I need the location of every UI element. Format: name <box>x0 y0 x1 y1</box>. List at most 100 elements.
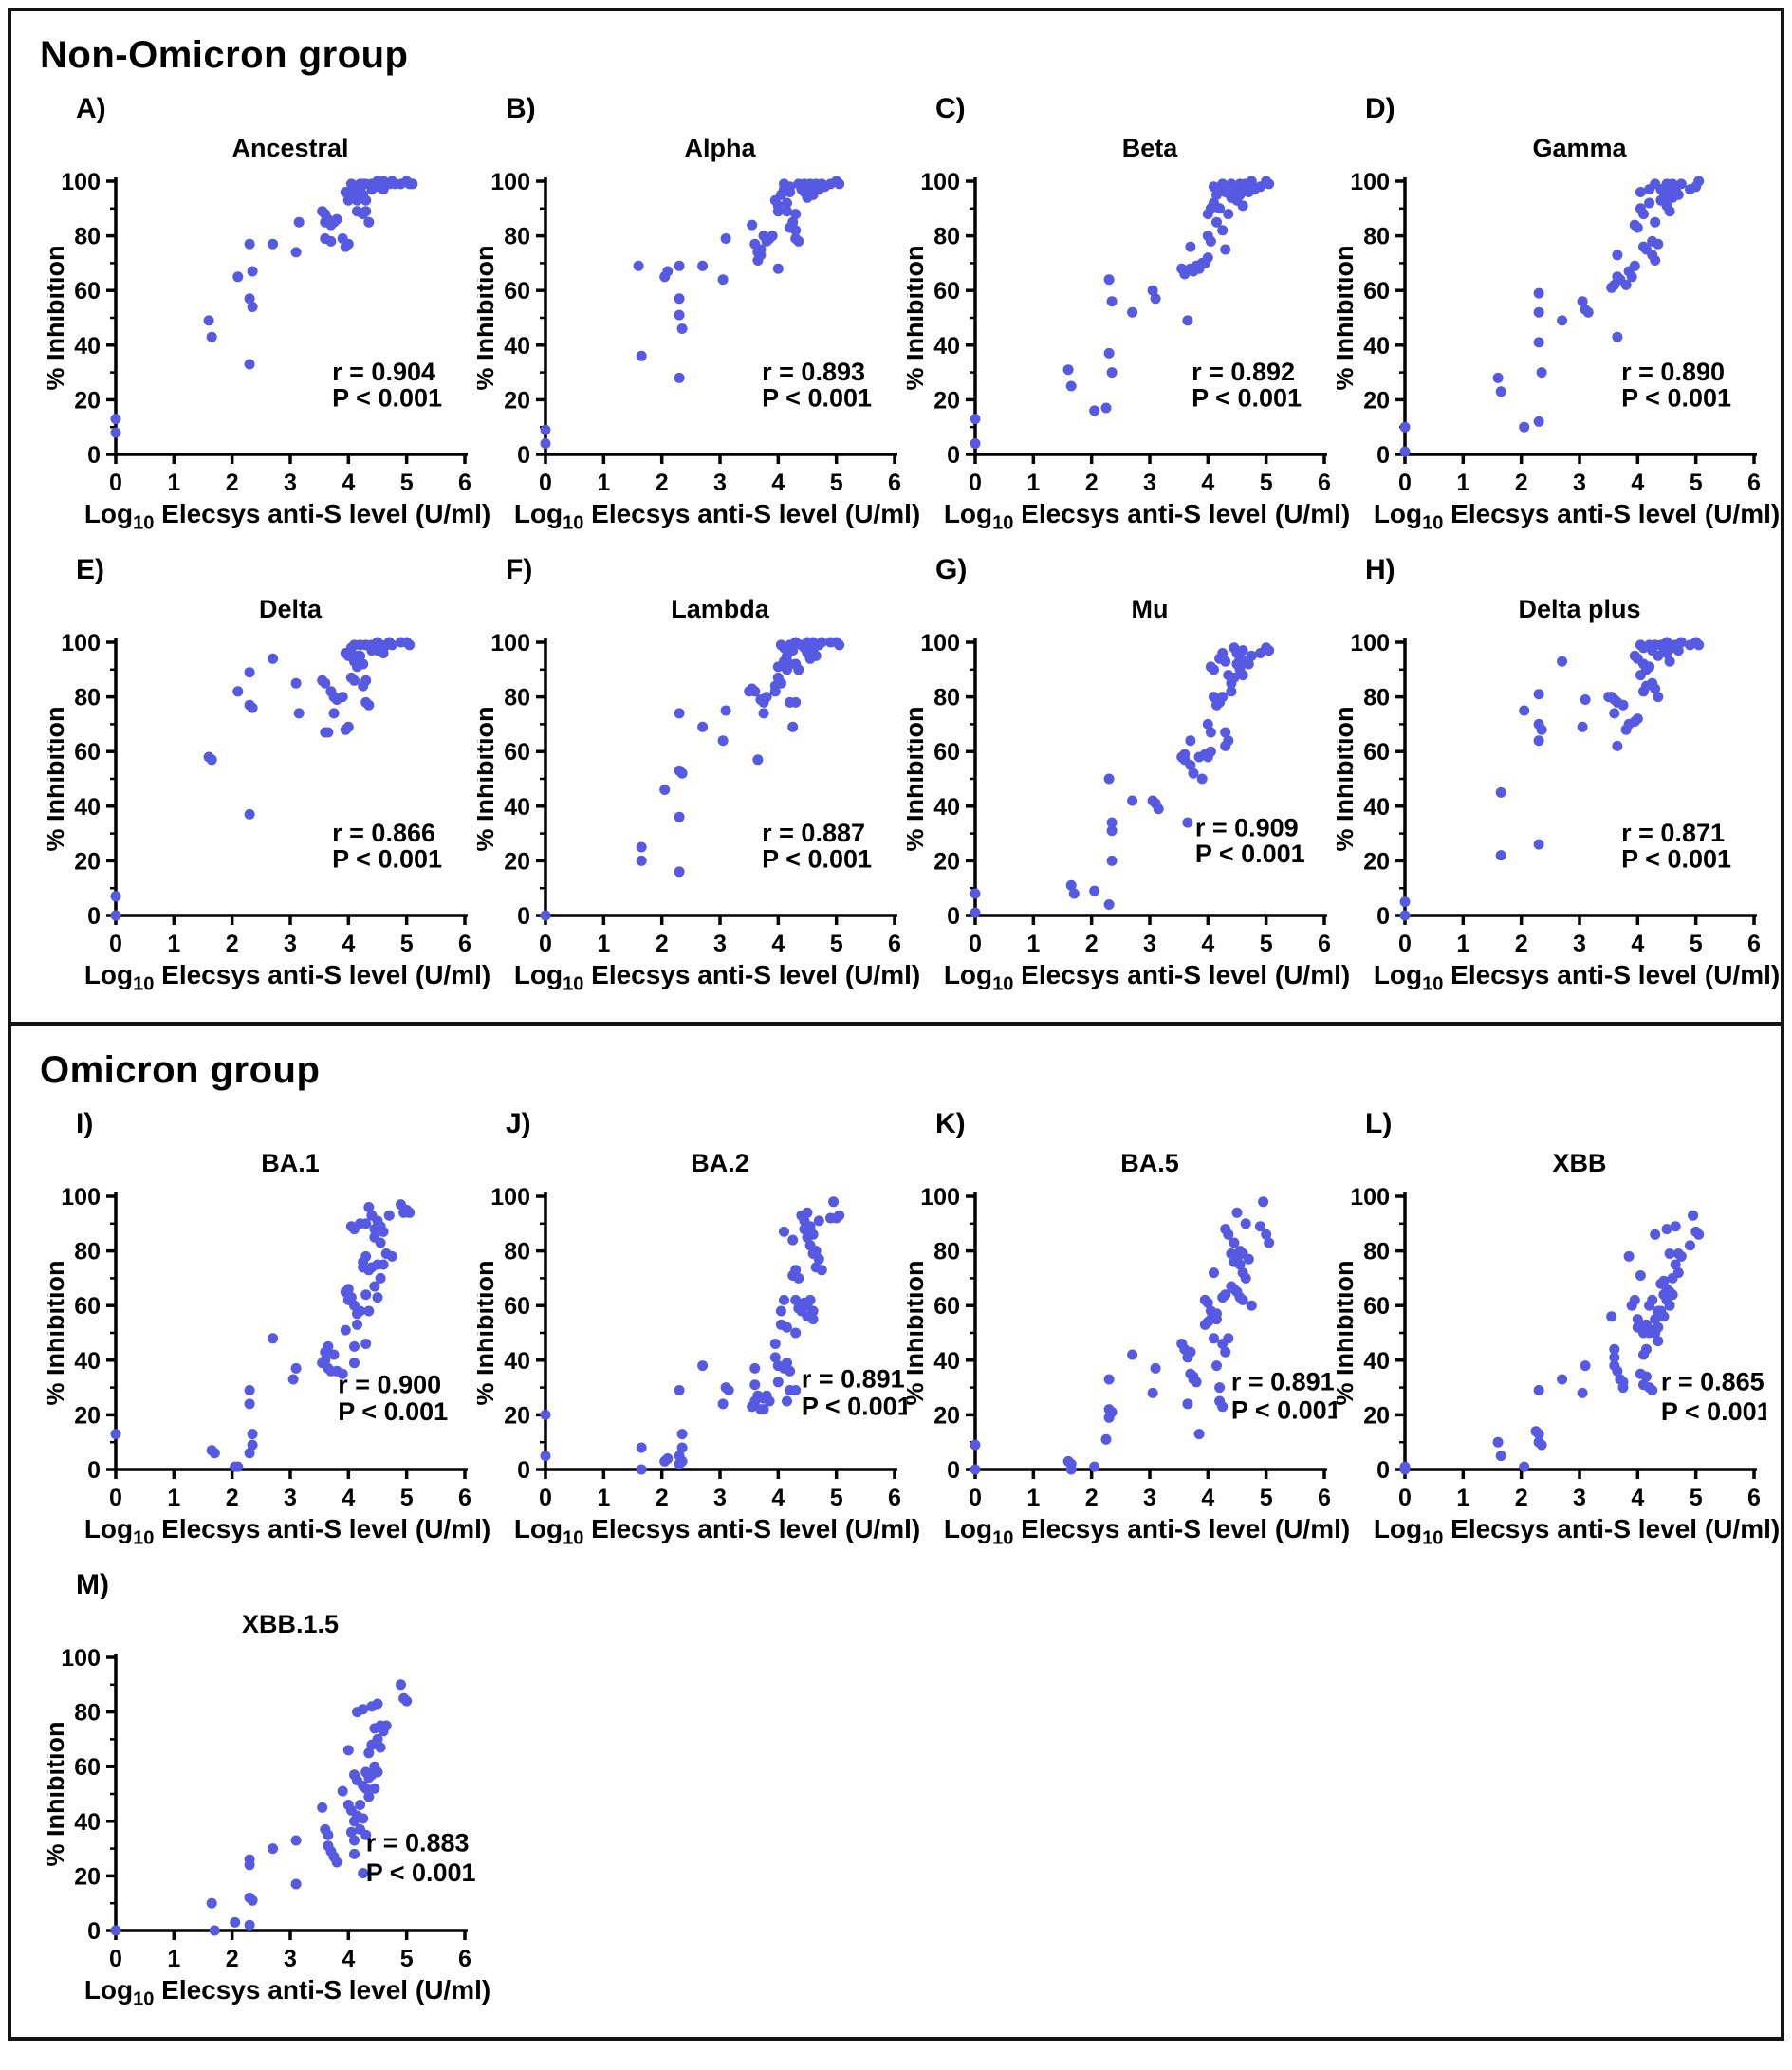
x-tick-label: 5 <box>1260 1485 1273 1511</box>
y-tick-label: 60 <box>504 1293 530 1320</box>
x-axis-label-prefix: Log <box>83 1514 134 1543</box>
x-axis-label-subscript: 10 <box>133 973 155 995</box>
y-tick-label: 100 <box>490 1185 530 1211</box>
x-tick-label: 4 <box>1631 470 1644 496</box>
axes <box>106 638 468 925</box>
x-axis-label-prefix: Log <box>83 1975 134 2005</box>
y-tick-label: 20 <box>74 848 101 875</box>
x-tick-label: 4 <box>1201 1485 1214 1511</box>
p-value-text: P < 0.001 <box>1661 1397 1766 1426</box>
data-points <box>110 637 416 921</box>
panel-title-C: Beta <box>1121 134 1178 162</box>
x-tick-label: 1 <box>1456 470 1469 496</box>
y-tick-label: 20 <box>933 848 960 875</box>
x-tick-label: 6 <box>1318 931 1331 957</box>
x-tick-label: 4 <box>342 1946 355 1972</box>
x-tick-label: 1 <box>167 931 180 957</box>
x-tick-label: 1 <box>597 1485 610 1511</box>
x-axis-label-I: Log10 Elecsys anti-S level (U/ml) <box>83 1513 491 1551</box>
p-value-text: P < 0.001 <box>762 384 872 413</box>
p-value-text: P < 0.001 <box>1195 840 1305 868</box>
y-tick-label: 20 <box>1363 1402 1390 1429</box>
y-tick-label: 40 <box>1363 794 1390 821</box>
y-tick-label: 80 <box>504 685 530 712</box>
y-tick-label: 40 <box>933 333 960 360</box>
y-tick-label: 20 <box>504 1402 530 1429</box>
x-tick-label: 2 <box>1085 1485 1099 1511</box>
y-tick-label: 100 <box>1350 1185 1390 1211</box>
y-axis-label: % Inhibition <box>47 707 69 852</box>
axes <box>536 177 897 464</box>
x-axis-label-E: Log10 Elecsys anti-S level (U/ml) <box>83 959 491 997</box>
r-value-text: r = 0.891 <box>802 1365 905 1394</box>
x-tick-label: 1 <box>1456 1485 1469 1511</box>
x-tick-label: 0 <box>109 1485 122 1511</box>
x-axis-label-prefix: Log <box>513 960 563 989</box>
r-value-text: r = 0.890 <box>1621 358 1725 386</box>
data-points <box>1399 1210 1705 1475</box>
x-tick-label: 5 <box>1260 931 1273 957</box>
y-tick-label: 60 <box>74 739 101 766</box>
panel-title-E: Delta <box>258 595 323 623</box>
x-tick-label: 3 <box>1143 931 1156 957</box>
x-tick-label: 6 <box>1318 1485 1331 1511</box>
r-value-text: r = 0.871 <box>1621 819 1725 847</box>
y-tick-label: 80 <box>74 1239 101 1266</box>
x-tick-label: 6 <box>458 1946 471 1972</box>
x-tick-label: 0 <box>969 470 982 496</box>
x-tick-label: 4 <box>342 1485 355 1511</box>
x-axis-label-subscript: 10 <box>1422 973 1444 995</box>
y-tick-label: 80 <box>504 224 530 250</box>
y-tick-label: 20 <box>74 1402 101 1429</box>
x-tick-label: 2 <box>656 1485 669 1511</box>
x-tick-label: 6 <box>888 931 901 957</box>
x-tick-label: 3 <box>284 931 297 957</box>
x-axis-label-rest: Elecsys anti-S level (U/ml) <box>1013 960 1351 989</box>
y-tick-label: 100 <box>920 170 960 195</box>
x-axis-label-C: Log10 Elecsys anti-S level (U/ml) <box>943 498 1351 536</box>
p-value-text: P < 0.001 <box>366 1858 476 1887</box>
y-tick-label: 0 <box>87 1918 101 1945</box>
x-axis-label-rest: Elecsys anti-S level (U/ml) <box>154 1514 491 1543</box>
panel-letter-M: M) <box>76 1569 109 1600</box>
x-axis-label-prefix: Log <box>943 960 993 989</box>
r-value-text: r = 0.893 <box>762 358 865 386</box>
panel-letter-K: K) <box>935 1108 966 1139</box>
panel-title-M: XBB.1.5 <box>241 1610 340 1638</box>
x-tick-label: 2 <box>226 931 239 957</box>
p-value-text: P < 0.001 <box>1621 845 1731 874</box>
y-tick-label: 0 <box>87 903 101 930</box>
panel-letter-D: D) <box>1365 93 1395 124</box>
x-axis-label-prefix: Log <box>83 960 134 989</box>
section-omicron: Omicron group I)BA.10123456020406080100%… <box>11 1026 1781 2037</box>
y-tick-label: 60 <box>504 278 530 305</box>
y-tick-label: 0 <box>1376 903 1390 930</box>
y-tick-label: 40 <box>504 1348 530 1375</box>
p-value-text: P < 0.001 <box>802 1392 907 1420</box>
x-axis-label-prefix: Log <box>943 1514 993 1543</box>
section-non-omicron: Non-Omicron group A) Ancestral 0 1 2 3 4 5 6 0 20 4… <box>11 11 1781 1022</box>
y-axis-label: % Inhibition <box>907 246 929 391</box>
x-tick-label: 1 <box>1026 1485 1040 1511</box>
y-tick-label: 20 <box>504 387 530 414</box>
y-tick-label: 40 <box>504 333 530 360</box>
x-axis-label-rest: Elecsys anti-S level (U/ml) <box>1443 960 1781 989</box>
x-tick-label: 4 <box>342 470 355 496</box>
p-value-text: P < 0.001 <box>1621 384 1731 413</box>
y-tick-label: 0 <box>1376 442 1390 469</box>
y-tick-label: 20 <box>74 1863 101 1890</box>
y-tick-label: 80 <box>933 224 960 250</box>
y-tick-label: 80 <box>74 685 101 712</box>
x-tick-label: 5 <box>1690 470 1703 496</box>
x-tick-label: 3 <box>1573 931 1586 957</box>
x-axis-label-prefix: Log <box>1373 960 1423 989</box>
x-axis-label-subscript: 10 <box>563 512 584 534</box>
x-axis-label-rest: Elecsys anti-S level (U/ml) <box>154 1975 491 2005</box>
